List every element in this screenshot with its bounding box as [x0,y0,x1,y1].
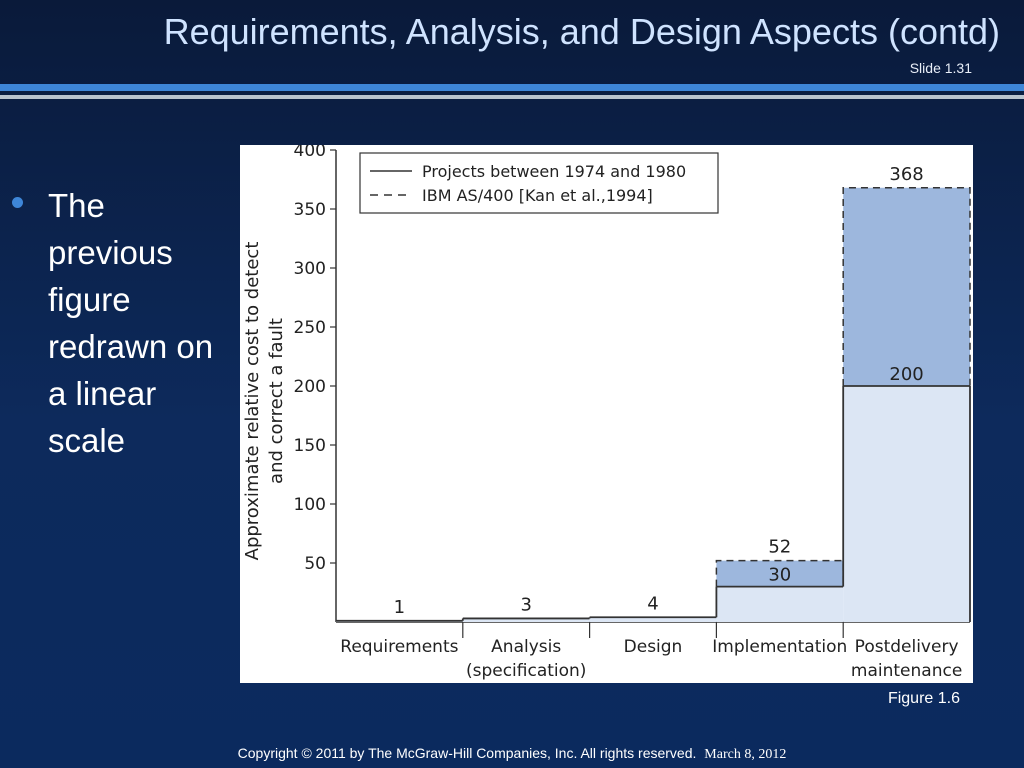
bar-projects [462,618,590,622]
bar-label-projects: 30 [768,565,791,586]
bar-projects [716,586,844,622]
y-tick-label: 350 [294,200,326,220]
y-tick-label: 300 [294,259,326,279]
legend-entry: Projects between 1974 and 1980 [422,162,686,181]
bar-ibm-extra [716,560,844,587]
x-category-label: Analysis [491,637,561,657]
header-rule-blue [0,84,1024,91]
y-axis-label-line: Approximate relative cost to detect [242,242,263,561]
bar-label-projects: 1 [394,597,405,618]
y-tick-label: 150 [294,436,326,456]
bar-label-projects: 200 [889,364,923,385]
figure-caption: Figure 1.6 [887,690,960,707]
slide-number: Slide 1.31 [909,60,972,76]
x-category-label: Design [624,637,683,657]
bar-label-projects: 3 [520,594,531,615]
y-tick-label: 250 [294,318,326,338]
bullet-dot-icon [12,197,23,208]
legend-box [359,152,719,214]
slide-title: Requirements, Analysis, and Design Aspec… [163,11,1000,52]
copyright-text: Copyright © 2011 by The McGraw-Hill Comp… [237,745,697,761]
bar-label-ibm: 52 [768,537,791,558]
footer: Copyright © 2011 by The McGraw-Hill Comp… [0,745,1024,763]
chart-panel: 50 100 150 200 250 300 350 400 Approximate relat… [240,141,973,683]
header-rule-gray [0,95,1024,99]
x-category-label: (specification) [466,661,586,681]
y-tick-label: 200 [294,377,326,397]
legend-entry: IBM AS/400 [Kan et al.,1994] [422,186,653,205]
x-category-label: maintenance [851,661,962,681]
bar-ibm-extra [843,187,970,386]
bar-projects [843,386,970,622]
y-tick-label: 50 [304,554,326,574]
bar-ibm-outline [715,559,844,587]
footer-date: March 8, 2012 [704,747,787,762]
x-category-label: Postdelivery [855,637,959,657]
x-category-label: Implementation [712,637,847,657]
y-tick-label: 400 [294,145,326,161]
bar-label-ibm: 368 [889,164,923,185]
cost-chart: 50 100 150 200 250 300 350 400 Approximate relat… [242,141,971,681]
y-axis-label-line: and correct a fault [266,318,287,484]
x-category-label: Requirements [340,637,458,657]
bar-projects [589,617,717,622]
y-tick-label: 100 [294,495,326,515]
bar-label-projects: 4 [647,593,658,614]
bar-ibm-outline [842,187,971,386]
bullet-text: The previous figure redrawn on a linear … [48,187,214,459]
